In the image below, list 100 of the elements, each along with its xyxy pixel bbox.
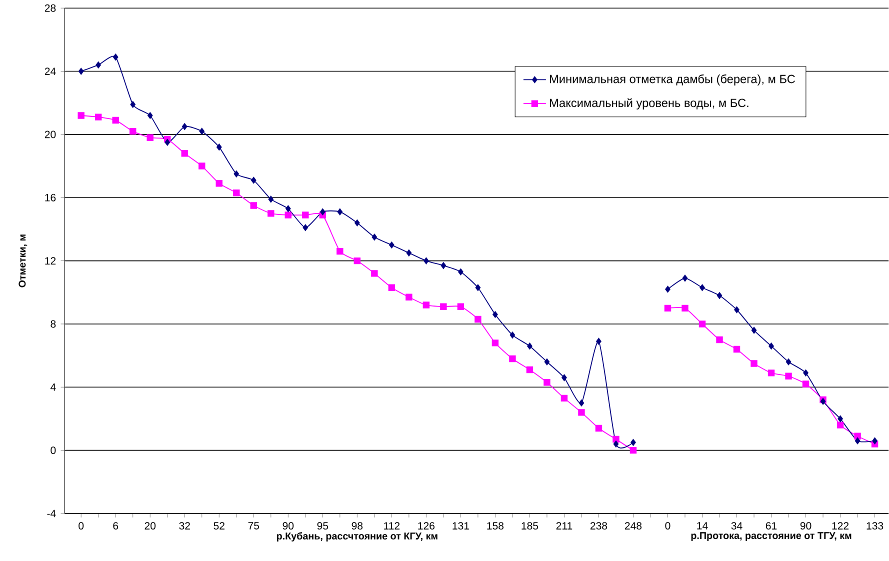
point bbox=[78, 68, 84, 75]
point bbox=[509, 355, 516, 362]
x-tick-label: 122 bbox=[832, 522, 849, 530]
point bbox=[422, 302, 430, 308]
x-tick-label: 90 bbox=[800, 522, 812, 530]
point bbox=[664, 304, 672, 312]
x-tick-label: 211 bbox=[556, 522, 572, 530]
point bbox=[286, 205, 291, 212]
point bbox=[596, 338, 602, 345]
point bbox=[234, 170, 240, 178]
y-tick-label: 8 bbox=[50, 320, 56, 328]
point bbox=[510, 332, 516, 338]
point bbox=[457, 303, 464, 310]
x-tick-label: 126 bbox=[418, 522, 434, 530]
x-tick-label: 158 bbox=[487, 522, 504, 530]
point bbox=[682, 304, 688, 312]
point bbox=[527, 342, 532, 350]
point bbox=[698, 320, 706, 328]
point bbox=[147, 112, 153, 119]
point bbox=[440, 303, 447, 310]
point bbox=[612, 436, 620, 443]
point bbox=[716, 292, 722, 299]
point bbox=[112, 116, 119, 124]
point bbox=[216, 180, 222, 187]
point bbox=[251, 176, 256, 184]
x-tick-label: 32 bbox=[179, 522, 190, 530]
point bbox=[733, 346, 740, 353]
x-tick-label: 61 bbox=[766, 522, 777, 530]
y-tick-label: 20 bbox=[44, 130, 56, 138]
x-tick-label: 20 bbox=[144, 522, 156, 530]
x-tick-label: 95 bbox=[317, 522, 328, 530]
x-tick-label: 75 bbox=[248, 522, 260, 530]
point bbox=[665, 286, 670, 293]
y-tick-label: 16 bbox=[45, 194, 56, 202]
y-tick-label: 28 bbox=[44, 4, 56, 12]
point bbox=[250, 202, 257, 209]
point bbox=[112, 54, 118, 60]
point bbox=[630, 447, 637, 454]
text: р.Протока, расстояние от ТГУ, км bbox=[691, 532, 852, 542]
point bbox=[130, 101, 136, 108]
point bbox=[475, 284, 481, 292]
point bbox=[803, 370, 808, 376]
point bbox=[836, 422, 844, 428]
point bbox=[492, 340, 499, 346]
x-tick-label: 238 bbox=[590, 522, 608, 530]
point bbox=[233, 190, 240, 196]
text: р.Кубань, рассчтояние от КГУ, км bbox=[276, 532, 438, 542]
y-tick-label: 0 bbox=[50, 446, 56, 454]
point bbox=[406, 294, 412, 301]
point bbox=[78, 112, 84, 119]
point bbox=[337, 208, 343, 216]
y-tick-label: 12 bbox=[45, 257, 56, 265]
point bbox=[268, 210, 274, 217]
y-tick-label: -4 bbox=[47, 510, 56, 518]
y-axis-title: Отметки, м bbox=[18, 234, 28, 288]
x-tick-label: 248 bbox=[624, 522, 642, 530]
x-tick-label: 90 bbox=[282, 522, 294, 530]
point bbox=[198, 162, 206, 170]
point bbox=[750, 360, 758, 367]
point bbox=[95, 114, 102, 120]
point bbox=[389, 242, 394, 248]
point bbox=[372, 234, 378, 241]
point bbox=[354, 220, 360, 226]
point bbox=[424, 258, 429, 264]
point bbox=[164, 139, 170, 146]
x-tick-label: 14 bbox=[697, 522, 708, 530]
x-tick-label: 133 bbox=[866, 522, 884, 530]
point bbox=[181, 150, 188, 157]
legend-label: Максимальный уровень воды, м БС. bbox=[550, 98, 748, 110]
point bbox=[354, 258, 361, 264]
point bbox=[284, 212, 292, 218]
point bbox=[302, 212, 309, 218]
point bbox=[182, 123, 188, 130]
x-tick-label: 34 bbox=[731, 522, 742, 530]
x-tick-label: 131 bbox=[452, 522, 469, 530]
point bbox=[371, 270, 378, 277]
x-tick-label: 98 bbox=[352, 522, 363, 530]
point bbox=[716, 336, 723, 344]
point bbox=[854, 432, 861, 440]
point bbox=[768, 342, 774, 350]
point bbox=[734, 306, 740, 314]
point bbox=[560, 394, 568, 402]
point bbox=[492, 311, 498, 318]
point bbox=[388, 284, 396, 292]
point bbox=[268, 196, 274, 203]
point bbox=[786, 358, 792, 366]
y-tick-label: 4 bbox=[50, 384, 56, 391]
x-tick-label: 52 bbox=[214, 522, 224, 530]
point bbox=[854, 438, 860, 444]
point bbox=[526, 366, 534, 374]
point bbox=[768, 370, 775, 376]
point bbox=[336, 248, 344, 255]
x-tick-label: 6 bbox=[113, 522, 118, 530]
x-tick-label: 112 bbox=[384, 522, 400, 530]
x-tick-label: 0 bbox=[78, 522, 84, 530]
point bbox=[802, 380, 810, 388]
point bbox=[216, 144, 222, 150]
point bbox=[544, 358, 550, 366]
point bbox=[838, 415, 843, 422]
x-tick-label: 185 bbox=[522, 522, 538, 530]
